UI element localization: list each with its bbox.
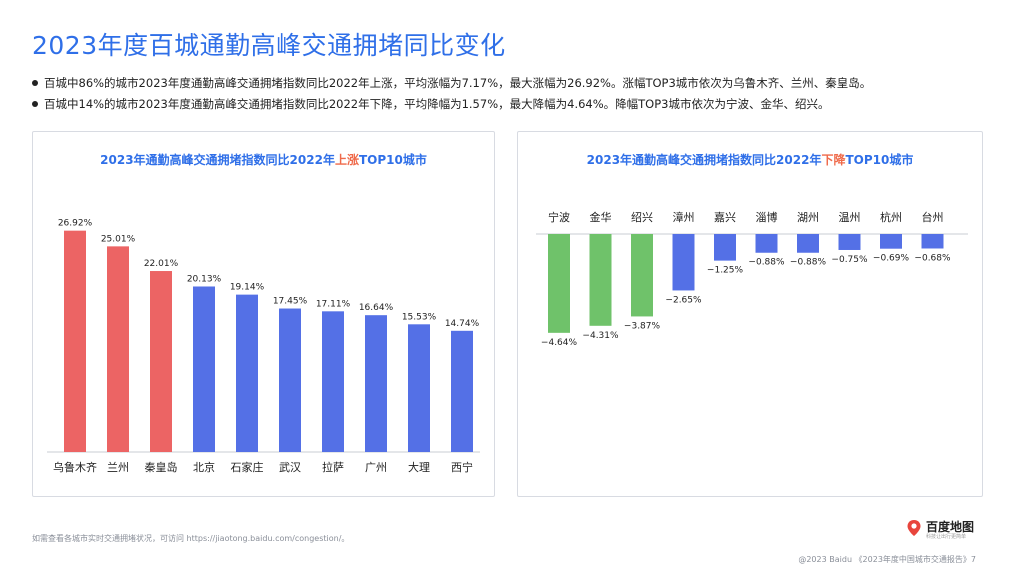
footnote: 如需查看各城市实时交通拥堵状况，可访问 https://jiaotong.bai… <box>32 534 350 543</box>
fall-category-label: 绍兴 <box>631 210 653 224</box>
fall-value-label: −4.64% <box>541 338 578 348</box>
summary-bullet-fall: 百城中14%的城市2023年度通勤高峰交通拥堵指数同比2022年下降，平均降幅为… <box>32 96 829 112</box>
logo-name: 百度地图 <box>926 520 975 534</box>
fall-category-label: 温州 <box>839 211 861 224</box>
fall-category-label: 淄博 <box>756 211 778 224</box>
rise-category-label: 西宁 <box>451 460 473 474</box>
fall-value-label: −0.69% <box>873 254 910 264</box>
rise-bar <box>64 230 86 452</box>
rise-category-label: 秦皇岛 <box>145 460 178 474</box>
fall-bar <box>672 234 695 291</box>
rise-bar <box>150 271 172 452</box>
fall-title-prefix: 2023年通勤高峰交通拥堵指数同比2022年 <box>586 153 822 167</box>
rise-value-label: 17.11% <box>316 299 351 309</box>
fall-bar <box>548 234 570 333</box>
rise-category-label: 乌鲁木齐 <box>53 460 97 474</box>
fall-bar <box>714 234 736 261</box>
fall-category-label: 台州 <box>922 210 944 224</box>
rise-title-highlight: 上涨 <box>334 153 359 167</box>
fall-category-label: 杭州 <box>880 210 902 224</box>
rise-category-label: 北京 <box>193 460 215 474</box>
rise-chart-title: 2023年通勤高峰交通拥堵指数同比2022年上涨TOP10城市 <box>33 151 494 168</box>
fall-category-label: 湖州 <box>797 211 819 224</box>
fall-category-label: 嘉兴 <box>714 210 736 224</box>
page-title: 2023年度百城通勤高峰交通拥堵同比变化 <box>32 31 506 60</box>
summary-bullet-rise: 百城中86%的城市2023年度通勤高峰交通拥堵指数同比2022年上涨，平均涨幅为… <box>32 75 871 91</box>
fall-value-label: −0.75% <box>831 255 868 265</box>
fall-bar <box>797 234 819 253</box>
logo-tagline: 科技让出行更简单 <box>926 534 967 540</box>
rise-chart-panel: 2023年通勤高峰交通拥堵指数同比2022年上涨TOP10城市 26.92% 乌鲁… <box>32 131 495 497</box>
fall-category-label: 金华 <box>590 210 612 224</box>
baidu-map-logo: 百度地图 科技让出行更简单 <box>906 519 986 540</box>
fall-category-label: 宁波 <box>548 210 570 224</box>
rise-bar <box>365 315 387 452</box>
bullet-dot <box>32 79 38 86</box>
rise-value-label: 15.53% <box>402 312 437 322</box>
rise-category-label: 大理 <box>408 460 430 474</box>
rise-value-label: 25.01% <box>101 234 136 244</box>
rise-category-label: 兰州 <box>107 461 129 474</box>
rise-category-label: 石家庄 <box>231 460 264 474</box>
fall-value-label: −1.25% <box>707 266 744 276</box>
rise-bar <box>451 330 473 452</box>
rise-bar <box>107 246 129 452</box>
summary-text-rise: 百城中86%的城市2023年度通勤高峰交通拥堵指数同比2022年上涨，平均涨幅为… <box>44 76 872 90</box>
rise-bar <box>236 294 258 452</box>
rise-value-label: 17.45% <box>273 297 308 307</box>
rise-value-label: 14.74% <box>445 319 480 329</box>
fall-chart-title: 2023年通勤高峰交通拥堵指数同比2022年下降TOP10城市 <box>518 151 982 168</box>
rise-value-label: 16.64% <box>359 303 394 313</box>
rise-title-prefix: 2023年通勤高峰交通拥堵指数同比2022年 <box>100 153 335 167</box>
fall-bar <box>838 234 861 250</box>
rise-value-label: 26.92% <box>58 219 93 229</box>
fall-chart: −4.64% 宁波 −4.31% 金华 −3.87% 绍兴 −2.65% 漳州 −1.25% 嘉兴… <box>536 210 968 348</box>
rise-value-label: 19.14% <box>230 283 265 293</box>
rise-bar <box>322 311 344 452</box>
fall-bar <box>921 234 944 249</box>
fall-title-suffix: TOP10城市 <box>845 153 914 167</box>
fall-category-label: 漳州 <box>673 210 695 224</box>
rise-category-label: 拉萨 <box>322 460 344 474</box>
fall-chart-panel: 2023年通勤高峰交通拥堵指数同比2022年下降TOP10城市 −4.64% 宁波… <box>517 131 983 497</box>
fall-value-label: −0.68% <box>914 253 951 263</box>
rise-title-suffix: TOP10城市 <box>358 153 427 167</box>
summary-text-fall: 百城中14%的城市2023年度通勤高峰交通拥堵指数同比2022年下降，平均降幅为… <box>44 97 830 111</box>
fall-value-label: −0.88% <box>748 258 785 268</box>
fall-value-label: −2.65% <box>665 295 702 305</box>
fall-value-label: −4.31% <box>582 331 619 341</box>
rise-chart: 26.92% 乌鲁木齐 25.01% 兰州 22.01% 秦皇岛 20.13% 北京 19.14… <box>47 219 480 474</box>
fall-value-label: −0.88% <box>790 258 827 268</box>
map-pin-icon <box>907 520 921 536</box>
bullet-dot <box>32 100 38 107</box>
rise-value-label: 22.01% <box>144 259 179 269</box>
fall-value-label: −3.87% <box>624 321 661 331</box>
rise-category-label: 广州 <box>365 461 387 474</box>
rise-category-label: 武汉 <box>279 461 301 474</box>
fall-bar <box>880 234 902 249</box>
fall-title-highlight: 下降 <box>821 153 846 167</box>
fall-bar <box>631 234 653 317</box>
rise-value-label: 20.13% <box>187 274 222 284</box>
rise-bar <box>279 308 301 452</box>
fall-bar <box>755 234 778 253</box>
rise-bar <box>408 324 430 452</box>
copyright: @2023 Baidu 《2023年度中国城市交通报告》7 <box>798 555 976 564</box>
fall-bar <box>589 234 612 326</box>
rise-bar <box>193 286 215 452</box>
